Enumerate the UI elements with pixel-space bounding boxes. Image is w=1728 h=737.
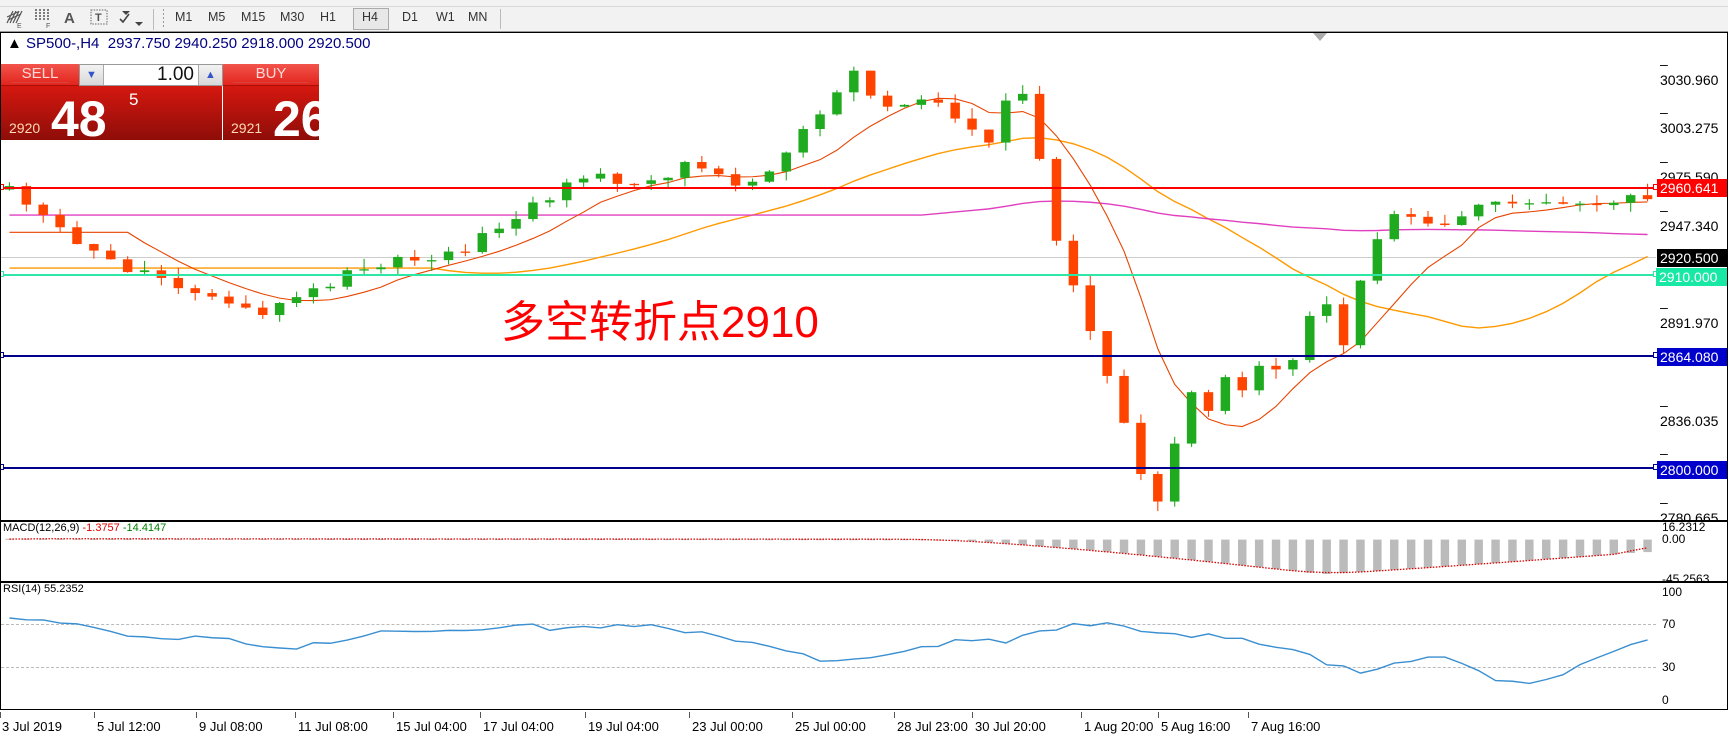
svg-text:T: T <box>95 12 102 24</box>
svg-text:F: F <box>46 23 50 30</box>
svg-text:E: E <box>17 23 22 30</box>
